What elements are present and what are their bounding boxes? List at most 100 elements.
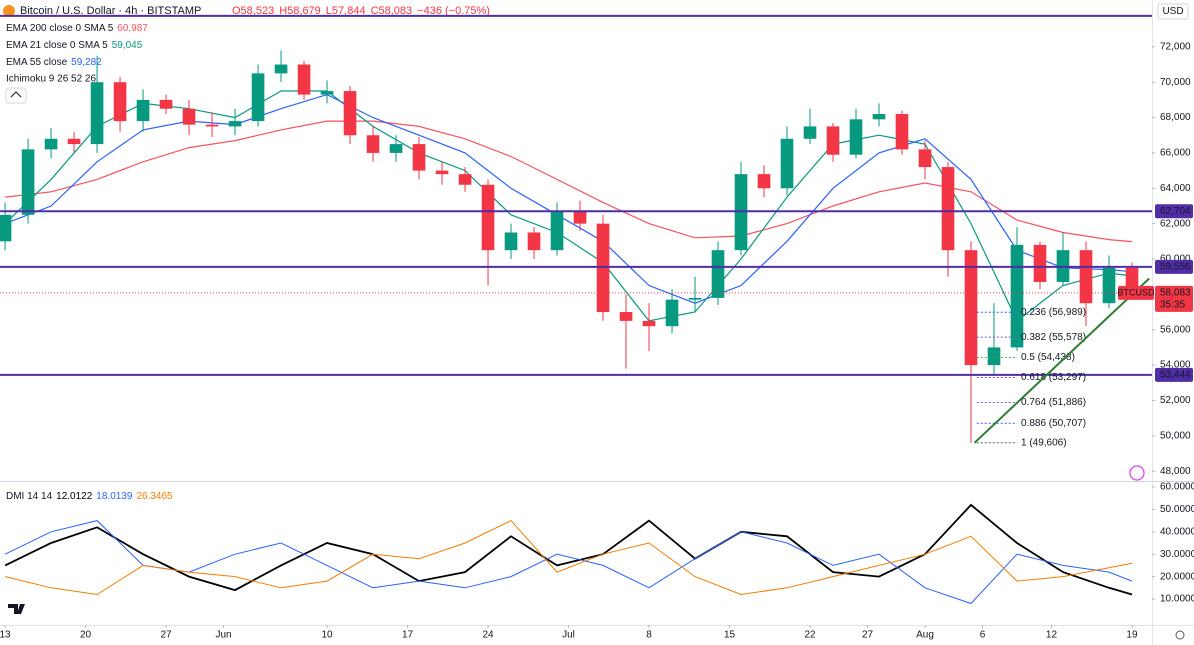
candle-body (803, 126, 817, 139)
level-tag-label: 59,556 (1160, 261, 1191, 272)
fib-label: 0.618 (53,297) (1021, 372, 1086, 383)
fib-label: 0.382 (55,578) (1021, 332, 1086, 343)
candle-body (619, 312, 633, 321)
candle-body (412, 144, 426, 171)
legend-entry: EMA 200 close 0 SMA 5 60,987 (6, 23, 148, 34)
legend-value: 59,282 (71, 57, 102, 68)
x-tick-label: 20 (80, 630, 92, 641)
candle-body (67, 138, 81, 145)
candle-body (44, 138, 58, 150)
y-tick-label: 30.0000 (1160, 549, 1194, 560)
candle-body (389, 144, 403, 153)
y-tick-label: 54,000 (1160, 360, 1191, 371)
candle-body (1033, 244, 1047, 282)
candle-body (642, 320, 656, 327)
last-price-label: 58,083 (1160, 288, 1191, 299)
x-tick-label: 24 (482, 630, 494, 641)
y-tick-label: 40.0000 (1160, 526, 1194, 537)
ohlc-value: −436 (−0.75%) (417, 5, 490, 17)
ohlc-values: O58,523 H58,679 L57,844 C58,083 −436 (−0.75%… (232, 5, 490, 17)
dmi-line (4, 520, 1133, 605)
candle-body (182, 108, 196, 125)
y-tick-label: 10.0000 (1160, 594, 1194, 605)
symbol-label: BTCUSD (1117, 287, 1155, 297)
fib-label: 0.236 (56,989) (1021, 307, 1086, 318)
bitcoin-icon (3, 5, 15, 17)
y-tick-label: 72,000 (1160, 41, 1191, 52)
x-tick-label: 27 (862, 630, 874, 641)
x-tick-label: 8 (646, 630, 652, 641)
legend-value: 60,987 (117, 23, 148, 34)
fib-label: 0.886 (50,707) (1021, 418, 1086, 429)
candle-body (435, 170, 449, 175)
candle-body (504, 232, 518, 251)
x-tick-label: 10 (321, 630, 333, 641)
y-tick-label: 64,000 (1160, 183, 1191, 194)
fib-label: 0.5 (54,438) (1021, 352, 1075, 363)
candle-body (757, 174, 771, 189)
candle-body (113, 82, 127, 122)
collapse-icon (10, 91, 22, 98)
candle-body (826, 126, 840, 155)
y-tick-label: 60.0000 (1160, 482, 1194, 493)
settings-icon[interactable] (1175, 630, 1185, 640)
x-tick-label: 12 (1046, 630, 1058, 641)
y-tick-label: 50.0000 (1160, 504, 1194, 515)
y-tick-label: 60,000 (1160, 254, 1191, 265)
candle-body (665, 299, 679, 327)
candle-body (1079, 250, 1093, 304)
candle-body (297, 64, 311, 95)
candle-body (136, 99, 150, 122)
candle-body (688, 297, 702, 300)
y-tick-label: 62,000 (1160, 218, 1191, 229)
countdown: 35:35 (1160, 300, 1185, 311)
candle-body (366, 135, 380, 153)
dmi-line (4, 519, 1133, 596)
indicator-value: 26.3465 (136, 491, 173, 502)
x-tick-label: Jul (562, 630, 575, 641)
legend-entry: EMA 55 close 59,282 (6, 57, 102, 68)
candle-body (573, 211, 587, 224)
y-tick-label: 48,000 (1160, 466, 1191, 477)
indicator-value: 12.0122 (56, 491, 93, 502)
currency-box[interactable] (1157, 3, 1189, 20)
x-tick-label: 6 (980, 630, 986, 641)
candle-body (228, 121, 242, 127)
candle-body (1010, 244, 1024, 348)
candle-body (274, 64, 288, 74)
ema-line (5, 120, 1133, 243)
collapse-button[interactable] (5, 87, 27, 104)
level-tag-label: 62,704 (1160, 206, 1191, 217)
indicator-value: 18.0139 (96, 491, 133, 502)
y-tick-label: 70,000 (1160, 77, 1191, 88)
x-tick-label: 22 (804, 630, 816, 641)
legend-extra: Ichimoku 9 26 52 26 (6, 74, 96, 85)
ohlc-value: L57,844 (326, 5, 366, 17)
last-price-tag (1155, 285, 1193, 312)
candle-body (320, 91, 334, 95)
fib-label: 0.764 (51,886) (1021, 397, 1086, 408)
candle-body (90, 82, 104, 145)
y-tick-label: 20.0000 (1160, 571, 1194, 582)
x-tick-label: 15 (724, 630, 736, 641)
candle-body (0, 214, 12, 242)
candle-body (481, 184, 495, 251)
x-tick-label: Jun (215, 630, 231, 641)
y-tick-label: 50,000 (1160, 430, 1191, 441)
candle-body (780, 138, 794, 189)
ohlc-value: H58,679 (279, 5, 321, 17)
candle-body (872, 114, 886, 120)
legend-entry: EMA 21 close 0 SMA 5 59,045 (6, 40, 143, 51)
candle-body (964, 250, 978, 366)
ohlc-value: O58,523 (232, 5, 274, 17)
candle-body (21, 149, 35, 215)
fib-label: 1 (49,606) (1021, 437, 1067, 448)
tv-logo (8, 604, 25, 614)
candle-body (711, 250, 725, 298)
level-tag (1155, 367, 1193, 382)
y-tick-label: 52,000 (1160, 395, 1191, 406)
candle-body (343, 91, 357, 136)
candle-body (458, 174, 472, 185)
assistant-icon[interactable] (1129, 465, 1145, 481)
